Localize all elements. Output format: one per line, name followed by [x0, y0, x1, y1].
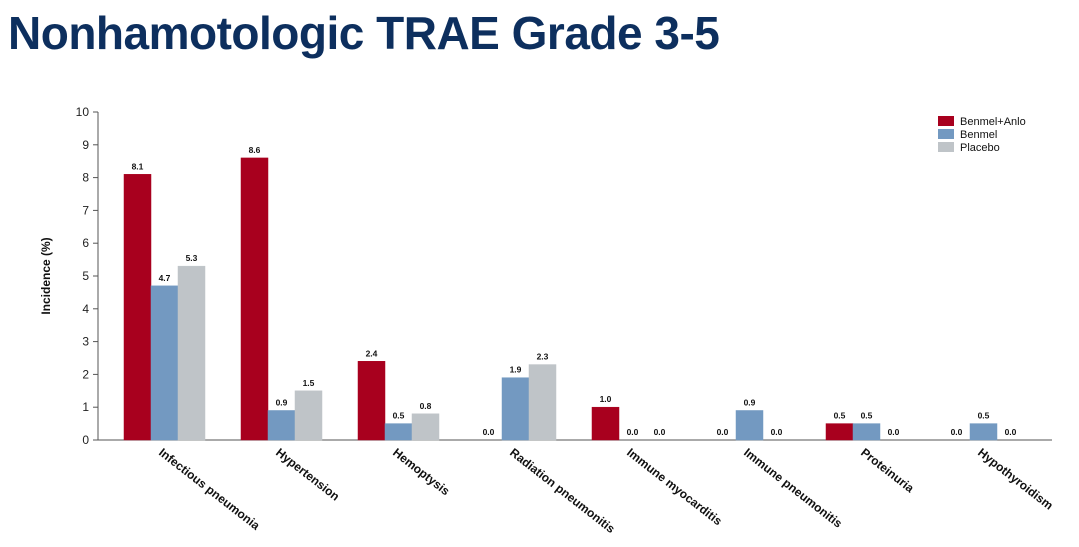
legend-label: Placebo — [960, 142, 1000, 154]
y-axis: 0 1 2 3 4 5 6 7 8 9 10 — [76, 105, 1052, 447]
legend-label: Benmel+Anlo — [960, 116, 1026, 128]
legend-swatch — [938, 142, 954, 152]
y-tick-label: 1 — [82, 400, 89, 414]
bar — [591, 406, 620, 441]
data-label: 0.0 — [888, 427, 900, 437]
y-tick-label: 3 — [82, 335, 89, 349]
data-label: 0.0 — [483, 427, 495, 437]
bar — [852, 423, 881, 441]
bars — [123, 157, 998, 441]
bar — [177, 265, 206, 441]
y-tick-label: 5 — [82, 269, 89, 283]
bar — [240, 157, 269, 441]
bar — [501, 377, 530, 441]
data-label: 0.0 — [1005, 427, 1017, 437]
x-tick-label: Hypothyroidism — [975, 445, 1056, 512]
data-label: 1.9 — [510, 365, 522, 375]
x-tick-label: Infectious pneumonia — [156, 445, 263, 533]
bar — [411, 413, 440, 441]
x-tick-label: Hypertension — [273, 445, 342, 503]
x-tick-label: Radiation pneumonitis — [507, 445, 618, 536]
x-tick-label: Immune myocarditis — [624, 445, 725, 528]
data-label: 0.9 — [276, 397, 288, 407]
x-tick-label: Proteinuria — [858, 445, 917, 495]
data-label: 0.0 — [654, 427, 666, 437]
data-labels: 8.1 4.7 5.3 8.6 0.9 1.5 2.4 0.5 0.8 0.0 1.9 2.3 1.0 0… — [132, 145, 1017, 437]
data-label: 0.0 — [717, 427, 729, 437]
data-label: 2.4 — [366, 348, 378, 358]
data-label: 2.3 — [537, 352, 549, 362]
data-label: 0.8 — [420, 401, 432, 411]
data-label: 0.0 — [951, 427, 963, 437]
y-axis-title: Incidence (%) — [39, 237, 53, 314]
y-tick-label: 0 — [82, 433, 89, 447]
data-label: 5.3 — [186, 253, 198, 263]
bar — [357, 361, 386, 441]
x-tick-label: Immune pneumonitis — [741, 445, 845, 531]
data-label: 0.0 — [771, 427, 783, 437]
bar — [969, 423, 998, 441]
data-label: 8.6 — [249, 145, 261, 155]
bar — [123, 174, 152, 441]
data-label: 1.5 — [303, 378, 315, 388]
legend-swatch — [938, 116, 954, 126]
x-tick-label: Hemoptysis — [390, 445, 452, 498]
data-label: 0.5 — [861, 411, 873, 421]
bar — [294, 390, 323, 441]
data-label: 0.0 — [627, 427, 639, 437]
y-tick-label: 6 — [82, 236, 89, 250]
y-tick-label: 2 — [82, 367, 89, 381]
y-tick-label: 10 — [76, 105, 90, 119]
x-axis-labels: Infectious pneumonia Hypertension Hemoptys… — [156, 445, 1056, 536]
y-tick-label: 9 — [82, 138, 89, 152]
data-label: 4.7 — [159, 273, 171, 283]
legend-label: Benmel — [960, 129, 997, 141]
bar — [528, 364, 557, 441]
data-label: 1.0 — [600, 394, 612, 404]
page-title: Nonhamotologic TRAE Grade 3-5 — [8, 7, 720, 59]
bar — [825, 423, 854, 441]
bar — [150, 285, 179, 441]
legend-swatch — [938, 129, 954, 139]
data-label: 0.5 — [978, 411, 990, 421]
bar — [735, 410, 764, 441]
bar — [384, 423, 413, 441]
data-label: 0.5 — [393, 411, 405, 421]
data-label: 0.5 — [834, 411, 846, 421]
bar — [267, 410, 296, 441]
y-tick-label: 7 — [82, 203, 89, 217]
y-tick-label: 8 — [82, 171, 89, 185]
data-label: 0.9 — [744, 397, 756, 407]
y-tick-label: 4 — [82, 302, 89, 316]
data-label: 8.1 — [132, 161, 144, 171]
